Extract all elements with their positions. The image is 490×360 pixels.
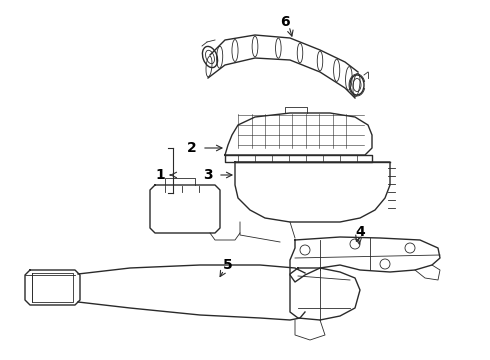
Text: 3: 3 (203, 168, 213, 182)
Text: 4: 4 (355, 225, 365, 239)
Text: 2: 2 (187, 141, 197, 155)
Text: 1: 1 (155, 168, 165, 182)
Text: 6: 6 (280, 15, 290, 29)
Text: 5: 5 (223, 258, 233, 272)
